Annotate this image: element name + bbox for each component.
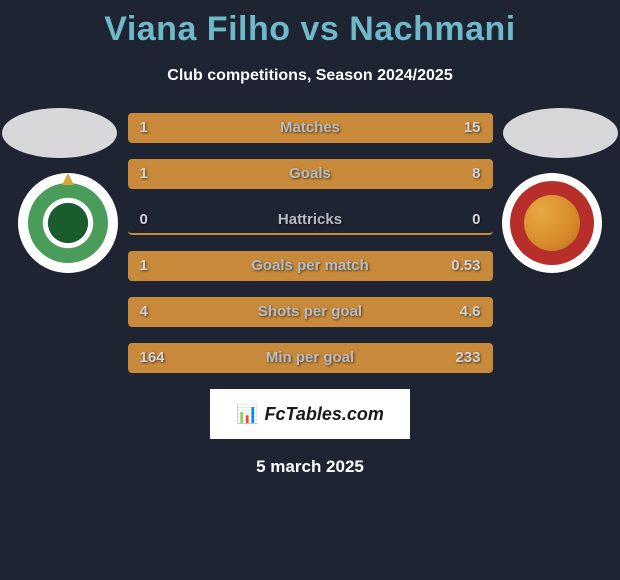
- stat-value-right: 8: [472, 165, 480, 182]
- chart-icon: 📊: [236, 404, 258, 425]
- watermark: 📊 FcTables.com: [210, 389, 410, 439]
- avatar-left: [2, 108, 117, 158]
- subtitle: Club competitions, Season 2024/2025: [0, 67, 620, 85]
- stat-bar: 1 Goals per match 0.53: [128, 251, 493, 281]
- stat-bar: 1 Goals 8: [128, 159, 493, 189]
- stat-label: Matches: [128, 119, 493, 136]
- page-title: Viana Filho vs Nachmani: [0, 0, 620, 49]
- club-crest-left-icon: [28, 183, 108, 263]
- stat-label: Goals per match: [128, 257, 493, 274]
- stat-label: Shots per goal: [128, 303, 493, 320]
- stat-value-right: 15: [464, 119, 481, 136]
- stat-value-right: 0.53: [451, 257, 480, 274]
- stat-bar: 0 Hattricks 0: [128, 205, 493, 235]
- club-logo-right: [502, 173, 602, 273]
- avatar-right: [503, 108, 618, 158]
- stat-label: Hattricks: [128, 211, 493, 228]
- stat-value-right: 0: [472, 211, 480, 228]
- date: 5 march 2025: [0, 457, 620, 477]
- stat-label: Goals: [128, 165, 493, 182]
- club-crest-right-icon: [510, 181, 594, 265]
- comparison-main: 1 Matches 15 1 Goals 8 0 Hattricks 0 1 G…: [0, 113, 620, 477]
- stat-bar: 1 Matches 15: [128, 113, 493, 143]
- club-logo-left: [18, 173, 118, 273]
- stat-value-right: 4.6: [460, 303, 481, 320]
- stat-bars: 1 Matches 15 1 Goals 8 0 Hattricks 0 1 G…: [128, 113, 493, 373]
- stat-bar: 4 Shots per goal 4.6: [128, 297, 493, 327]
- stat-value-right: 233: [455, 349, 480, 366]
- watermark-text: FcTables.com: [265, 404, 384, 425]
- stat-bar: 164 Min per goal 233: [128, 343, 493, 373]
- stat-label: Min per goal: [128, 349, 493, 366]
